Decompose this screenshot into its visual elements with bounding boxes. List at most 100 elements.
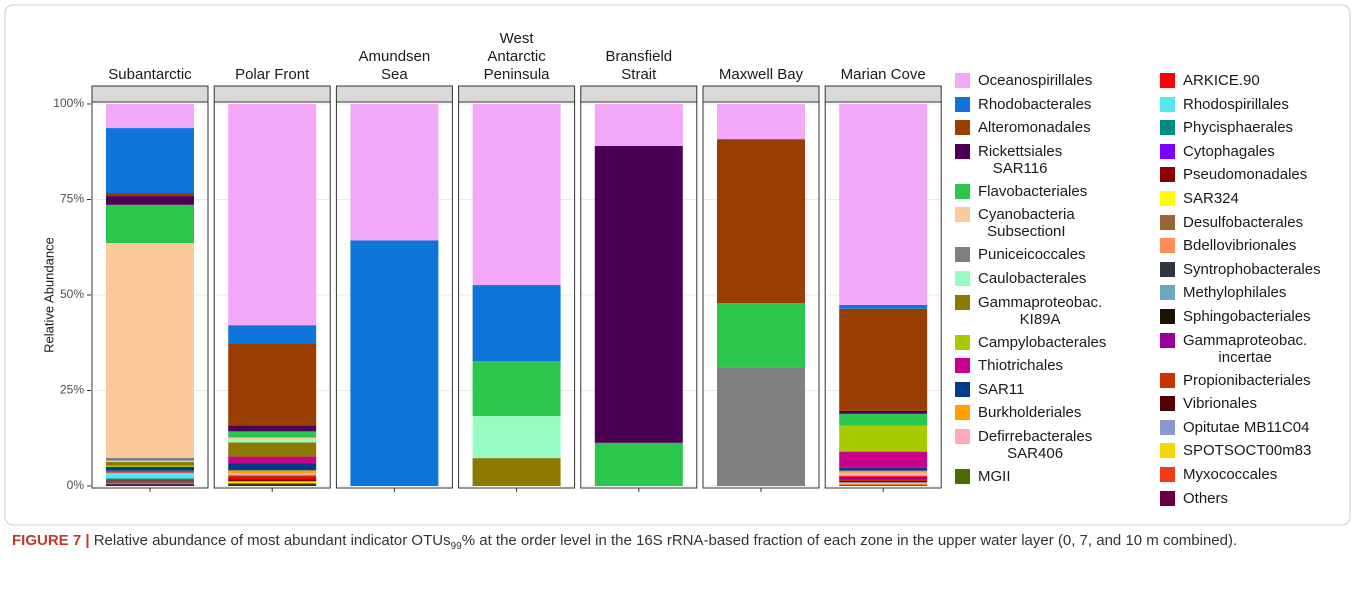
legend-item: ARKICE.90 bbox=[1160, 72, 1260, 89]
caption: FIGURE 7 | Relative abundance of most ab… bbox=[12, 530, 1332, 558]
bar-segment bbox=[106, 196, 194, 205]
legend-swatch bbox=[955, 143, 970, 159]
facet-label: Marian Cove bbox=[840, 66, 926, 83]
bar-segment bbox=[717, 303, 805, 368]
bar-segment bbox=[839, 451, 928, 468]
legend-label: Pseudomonadales bbox=[1183, 166, 1308, 184]
legend-label: Desulfobacterales bbox=[1183, 213, 1304, 231]
facet-strip bbox=[702, 85, 820, 103]
y-tick-label: 100% bbox=[53, 96, 84, 110]
legend-swatch bbox=[1160, 238, 1175, 254]
bar-segment bbox=[106, 472, 194, 479]
bar-segment bbox=[228, 425, 317, 432]
legend-item: Myxococcales bbox=[1160, 466, 1277, 483]
bar-segment bbox=[106, 481, 194, 483]
bar-segment bbox=[472, 416, 561, 459]
figure-frame bbox=[4, 4, 1351, 526]
bar-segment bbox=[350, 240, 439, 486]
bar-segment bbox=[106, 193, 194, 197]
legend-swatch bbox=[955, 207, 970, 223]
bar-segment bbox=[839, 472, 928, 476]
facet-strip bbox=[580, 85, 698, 103]
legend-item: Burkholderiales bbox=[955, 404, 1081, 421]
bar-segment bbox=[839, 104, 928, 305]
bar-segment bbox=[594, 442, 683, 486]
legend-label: SAR11 bbox=[978, 380, 1025, 398]
legend-swatch bbox=[955, 469, 970, 484]
caption-label: FIGURE 7 | bbox=[12, 532, 90, 549]
legend-swatch bbox=[1160, 261, 1175, 277]
legend-item: Vibrionales bbox=[1160, 395, 1257, 412]
bar-segment bbox=[228, 476, 317, 480]
bar-segment bbox=[228, 479, 317, 482]
bar-segment bbox=[839, 308, 928, 411]
bar-segment bbox=[472, 361, 561, 417]
legend-label: Thiotrichales bbox=[978, 357, 1064, 375]
bar-segment bbox=[839, 482, 928, 484]
legend-swatch bbox=[955, 247, 970, 263]
bar-segment bbox=[839, 483, 928, 485]
bar-segment bbox=[106, 465, 194, 467]
legend-label: ARKICE.90 bbox=[1183, 72, 1260, 89]
legend-item: Bdellovibrionales bbox=[1160, 237, 1296, 254]
legend-label: Flavobacteriales bbox=[978, 182, 1088, 200]
legend-swatch bbox=[1160, 396, 1175, 412]
bar-segment bbox=[472, 458, 561, 486]
bar-segment bbox=[228, 475, 317, 477]
facet-strip bbox=[213, 85, 331, 103]
legend-item: SPOTSOCT00m83 bbox=[1160, 442, 1311, 459]
bar-segment bbox=[106, 483, 194, 485]
legend-item: Puniceicoccales bbox=[955, 246, 1086, 263]
y-tick-label: 0% bbox=[67, 478, 85, 492]
legend-label: Methylophilales bbox=[1183, 284, 1287, 302]
facet-label: Polar Front bbox=[235, 66, 310, 83]
bar-segment bbox=[839, 304, 928, 309]
bar-segment bbox=[594, 146, 683, 443]
legend-item: Methylophilales bbox=[1160, 284, 1286, 301]
legend-swatch bbox=[1160, 372, 1175, 388]
bar-segment bbox=[106, 484, 194, 486]
bar-segment bbox=[228, 343, 317, 426]
bar-segment bbox=[106, 457, 194, 461]
legend-item: Gammaproteobac. KI89A bbox=[955, 294, 1102, 328]
bar-segment bbox=[839, 476, 928, 480]
legend-item: Cytophagales bbox=[1160, 143, 1275, 160]
legend-label: SAR324 bbox=[1183, 190, 1239, 207]
legend-swatch bbox=[1160, 443, 1175, 459]
bar-segment bbox=[839, 410, 928, 414]
y-axis-title: Relative Abundance bbox=[41, 237, 56, 353]
legend-item: Cyanobacteria SubsectionI bbox=[955, 206, 1075, 240]
bar-segment bbox=[106, 480, 194, 482]
legend-item: Desulfobacterales bbox=[1160, 214, 1303, 231]
legend-swatch bbox=[955, 271, 970, 286]
legend-swatch bbox=[955, 429, 970, 444]
bar-segment bbox=[228, 431, 317, 438]
legend-swatch bbox=[1160, 96, 1175, 112]
y-tick-label: 25% bbox=[60, 383, 84, 397]
legend-label: Gammaproteobac. incertae bbox=[1183, 331, 1308, 366]
legend-label: Rickettsiales SAR116 bbox=[978, 142, 1063, 177]
legend-label: Sphingobacteriales bbox=[1183, 308, 1311, 325]
legend-item: Defirrebacterales SAR406 bbox=[955, 428, 1092, 462]
bar-segment bbox=[106, 470, 194, 472]
facet-strip bbox=[824, 85, 942, 103]
legend-label: Rhodospirillales bbox=[1183, 95, 1289, 113]
bar-segment bbox=[106, 478, 194, 481]
bar-segment bbox=[594, 104, 683, 147]
legend-label: Others bbox=[1183, 489, 1229, 507]
legend-label: MGII bbox=[978, 468, 1011, 485]
legend-item: Opitutae MB11C04 bbox=[1160, 419, 1309, 436]
legend-item: Campylobacterales bbox=[955, 334, 1106, 351]
legend-label: Gammaproteobac. KI89A bbox=[978, 293, 1103, 328]
legend-item: Gammaproteobac. incertae bbox=[1160, 332, 1307, 366]
bar-segment bbox=[228, 473, 317, 476]
legend-item: Rhodospirillales bbox=[1160, 96, 1289, 113]
bar-segment bbox=[228, 456, 317, 464]
bar-segment bbox=[839, 470, 928, 473]
legend-swatch bbox=[955, 381, 970, 397]
bar-segment bbox=[228, 463, 317, 471]
caption-subscript: 99 bbox=[450, 541, 462, 552]
facet-label: Bransfield Strait bbox=[605, 48, 673, 83]
bar-segment bbox=[472, 104, 561, 286]
